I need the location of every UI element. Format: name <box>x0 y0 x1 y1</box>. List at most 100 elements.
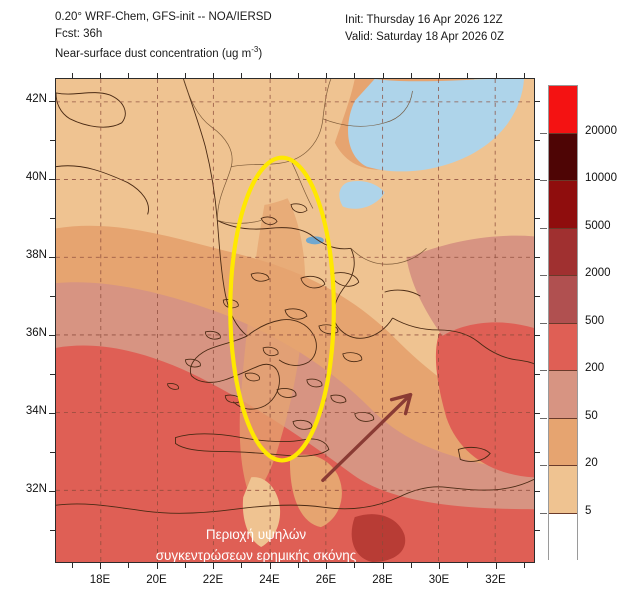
y-tick-right <box>535 491 540 492</box>
x-axis-label: 30E <box>428 574 450 586</box>
y-tick-right <box>535 335 540 336</box>
y-tick-minor <box>50 296 55 297</box>
x-tick-top <box>213 73 214 78</box>
x-axis-label: 26E <box>315 574 337 586</box>
x-tick-top <box>184 73 186 78</box>
y-tick-right <box>535 452 540 453</box>
aegean-tongue <box>239 173 306 500</box>
y-tick-right <box>535 374 540 375</box>
y-axis-label: 38N <box>25 249 47 261</box>
colorbar-band <box>549 133 577 181</box>
x-tick-minor <box>297 563 299 568</box>
x-tick-minor <box>467 563 469 568</box>
x-tick-top <box>495 73 497 78</box>
y-tick-minor <box>50 530 55 531</box>
field-dark-patch <box>351 514 406 562</box>
colorbar <box>548 85 578 561</box>
x-axis-label: 20E <box>146 574 167 586</box>
colorbar-value-label: 10000 <box>585 172 617 184</box>
colorbar-tick <box>540 180 547 181</box>
y-tick-minor <box>50 140 55 141</box>
x-tick-top <box>128 73 130 78</box>
x-tick-minor <box>241 563 243 568</box>
x-tick-minor <box>354 563 356 568</box>
x-tick-minor <box>71 563 73 568</box>
marmara-sea <box>339 181 385 209</box>
x-axis-label: 24E <box>259 574 280 586</box>
valid-time: Valid: Saturday 18 Apr 2026 0Z <box>345 30 504 43</box>
x-tick-major <box>382 563 384 569</box>
lake <box>305 236 324 245</box>
x-tick-top <box>326 73 327 78</box>
variable-description: Near-surface dust concentration (ug m-3) <box>55 45 263 60</box>
colorbar-band <box>549 323 577 371</box>
x-tick-major <box>213 563 214 569</box>
x-tick-major <box>100 563 101 569</box>
x-tick-top <box>71 73 73 78</box>
y-tick-right <box>535 218 540 219</box>
colorbar-tick <box>540 132 547 134</box>
x-tick-minor <box>410 563 412 568</box>
x-tick-top <box>269 73 271 78</box>
x-tick-top <box>523 73 525 78</box>
y-axis-label: 40N <box>25 171 47 183</box>
x-tick-major <box>495 563 497 569</box>
colorbar-band <box>549 86 577 134</box>
x-tick-major <box>156 563 158 569</box>
y-tick-major <box>49 101 55 102</box>
x-tick-minor <box>184 563 186 568</box>
x-axis-label: 28E <box>372 574 393 586</box>
y-tick-right <box>535 530 540 531</box>
colorbar-value-label: 200 <box>585 362 605 374</box>
y-tick-right <box>535 413 540 414</box>
y-tick-major <box>49 179 55 180</box>
x-tick-top <box>156 73 158 78</box>
units-exponent: -3 <box>251 45 259 54</box>
x-tick-major <box>269 563 271 569</box>
x-tick-top <box>297 73 299 78</box>
colorbar-band <box>549 276 577 324</box>
map-canvas <box>56 79 534 562</box>
colorbar-value-label: 20000 <box>585 124 617 137</box>
crete-south-tongue <box>242 477 281 548</box>
y-axis-label: 36N <box>25 327 47 339</box>
colorbar-tick <box>540 370 547 371</box>
x-tick-minor <box>523 563 525 568</box>
x-tick-major <box>326 563 327 569</box>
x-tick-top <box>382 73 384 78</box>
colorbar-band <box>549 418 577 466</box>
colorbar-tick <box>540 512 547 514</box>
y-tick-right <box>535 179 540 180</box>
x-tick-top <box>100 73 101 78</box>
x-tick-top <box>354 73 356 78</box>
y-tick-minor <box>50 374 55 375</box>
y-axis-label: 42N <box>25 93 47 105</box>
forecast-hour: Fcst: 36h <box>55 27 103 40</box>
y-tick-minor <box>50 218 55 219</box>
colorbar-value-label: 5000 <box>585 219 611 232</box>
dust-concentration-map: Περιοχή υψηλών συγκεντρώσεων ερημικής σκ… <box>55 78 535 563</box>
x-axis-label: 22E <box>202 574 224 586</box>
y-tick-major <box>49 491 55 492</box>
x-axis-label: 18E <box>89 574 111 586</box>
y-tick-right <box>535 296 540 297</box>
y-axis-label: 34N <box>25 405 47 417</box>
colorbar-tick <box>540 417 547 419</box>
colorbar-tick <box>540 322 547 324</box>
model-description: 0.20° WRF-Chem, GFS-init -- NOA/IERSD <box>55 11 272 23</box>
y-tick-right <box>535 140 540 141</box>
x-axis-label: 32E <box>485 574 506 586</box>
figure-header: 0.20° WRF-Chem, GFS-init -- NOA/IERSD Fc… <box>0 0 630 72</box>
header-left-block: 0.20° WRF-Chem, GFS-init -- NOA/IERSD Fc… <box>55 9 272 62</box>
y-tick-right <box>535 257 540 258</box>
x-tick-top <box>410 73 412 78</box>
colorbar-value-label: 500 <box>585 314 605 327</box>
y-tick-major <box>49 413 55 414</box>
init-time: Init: Thursday 16 Apr 2026 12Z <box>345 14 503 26</box>
x-tick-minor <box>128 563 130 568</box>
y-axis-label: 32N <box>25 483 47 495</box>
colorbar-tick <box>540 227 547 229</box>
colorbar-value-label: 50 <box>585 409 598 422</box>
y-tick-major <box>49 335 55 336</box>
colorbar-tick <box>540 465 547 466</box>
